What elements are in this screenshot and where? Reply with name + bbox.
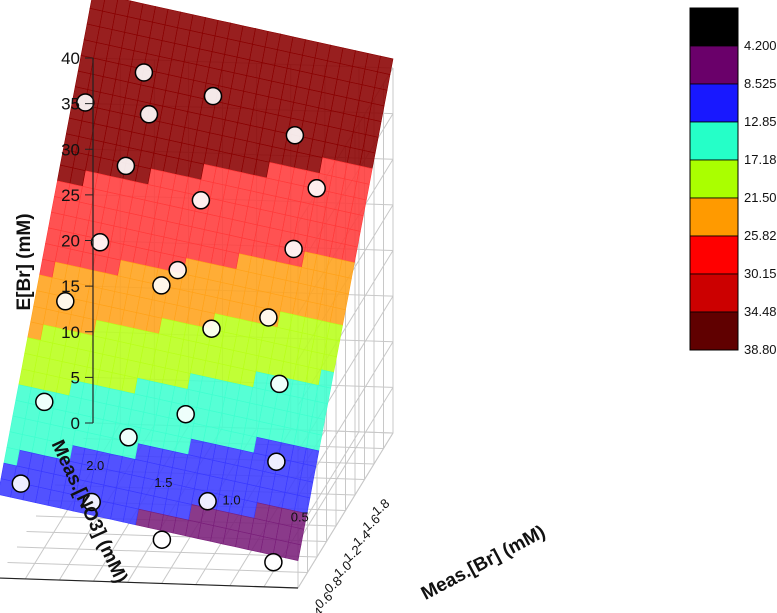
z-axis-label: E[Br] (mM) xyxy=(14,213,35,310)
z-tick-label: 10 xyxy=(61,323,80,342)
surface-patch xyxy=(74,70,92,90)
data-point xyxy=(198,492,217,511)
z-tick-label: 0 xyxy=(71,414,80,433)
colorbar-label: 17.18 xyxy=(744,152,777,167)
data-point xyxy=(168,260,187,280)
data-point xyxy=(11,474,31,493)
colorbar-segment xyxy=(689,159,739,199)
colorbar-segment xyxy=(689,273,739,313)
colorbar-label: 12.85 xyxy=(744,114,777,129)
data-point xyxy=(134,63,154,82)
data-point xyxy=(176,404,195,424)
surface-patch xyxy=(12,399,29,420)
grid-line xyxy=(16,546,318,558)
data-point xyxy=(259,308,278,327)
colorbar-label: 21.50 xyxy=(744,190,777,205)
data-point xyxy=(267,452,286,471)
y-tick-label: 1.5 xyxy=(154,475,172,490)
data-point xyxy=(285,126,305,145)
surface-patch xyxy=(48,211,65,231)
z-tick-label: 30 xyxy=(61,140,80,159)
colorbar-segment xyxy=(689,235,739,275)
data-point xyxy=(152,276,171,295)
data-point xyxy=(119,428,138,447)
data-point xyxy=(116,156,136,176)
data-point xyxy=(270,374,289,394)
data-point xyxy=(35,392,54,412)
surface-patch xyxy=(0,478,14,498)
y-tick-label: 0.5 xyxy=(291,510,309,525)
colorbar-label: 25.82 xyxy=(744,228,777,243)
surface-patch xyxy=(39,258,56,279)
surface-patch xyxy=(18,368,35,388)
data-point xyxy=(56,292,75,311)
data-point xyxy=(152,530,172,549)
x-tick-label: 0.4 xyxy=(302,604,325,613)
colorbar-label: 34.48 xyxy=(744,304,777,319)
data-point xyxy=(202,319,221,338)
colorbar-label: 4.200 xyxy=(744,38,777,53)
z-tick-label: 15 xyxy=(61,277,80,296)
data-point xyxy=(284,239,303,259)
colorbar: 4.200 8.525 12.85 17.18 21.50 25.82 30.15 34.48… xyxy=(689,7,777,357)
z-tick-label: 20 xyxy=(61,232,80,251)
surface-patch xyxy=(6,431,23,451)
surface-patch xyxy=(42,243,59,263)
surface-patch xyxy=(21,352,38,373)
z-tick-label: 40 xyxy=(61,49,80,68)
surface-patch xyxy=(33,290,50,310)
colorbar-segment xyxy=(689,45,739,85)
surface-patch xyxy=(57,164,74,184)
surface-patch xyxy=(45,227,62,247)
data-point xyxy=(76,93,95,112)
y-axis-line xyxy=(0,577,299,589)
y-tick-label: 2.0 xyxy=(86,458,104,473)
surface-patch xyxy=(15,384,32,404)
colorbar-label: 38.80 xyxy=(744,342,777,357)
surface-layer xyxy=(0,0,394,561)
surface-patch xyxy=(65,117,83,137)
z-tick-label: 25 xyxy=(61,186,80,205)
surface-patch xyxy=(3,447,20,467)
data-point xyxy=(264,552,283,572)
axes-layer: 05101520253035400.51.01.52.00.20.40.60.8… xyxy=(0,49,392,613)
colorbar-segment xyxy=(689,7,739,47)
colorbar-segment xyxy=(689,121,739,161)
colorbar-frame xyxy=(689,7,739,351)
colorbar-label: 8.525 xyxy=(744,76,777,91)
data-points-layer xyxy=(11,63,326,572)
data-point xyxy=(82,492,101,512)
surface-patch xyxy=(27,321,44,341)
y-tick-label: 1.0 xyxy=(223,493,241,508)
surface-patch xyxy=(80,39,97,59)
x-axis-label: Meas.[Br] (mM) xyxy=(418,522,549,605)
grid-line xyxy=(297,432,394,589)
surface-patch xyxy=(9,415,26,435)
colorbar-segment xyxy=(689,311,739,351)
colorbar-segment xyxy=(689,83,739,123)
data-point xyxy=(203,86,223,106)
data-point xyxy=(139,105,159,124)
surface-patch xyxy=(83,23,100,43)
data-point xyxy=(90,233,110,252)
surface-patch xyxy=(24,337,41,357)
surface-patch xyxy=(86,7,103,28)
z-tick-label: 35 xyxy=(61,95,80,114)
surface-patch xyxy=(36,274,53,294)
data-point xyxy=(307,179,326,198)
data-point xyxy=(191,191,211,210)
colorbar-segment xyxy=(689,197,739,237)
colorbar-label: 30.15 xyxy=(744,266,777,281)
grid-line xyxy=(7,562,308,573)
z-tick-label: 5 xyxy=(71,368,80,387)
